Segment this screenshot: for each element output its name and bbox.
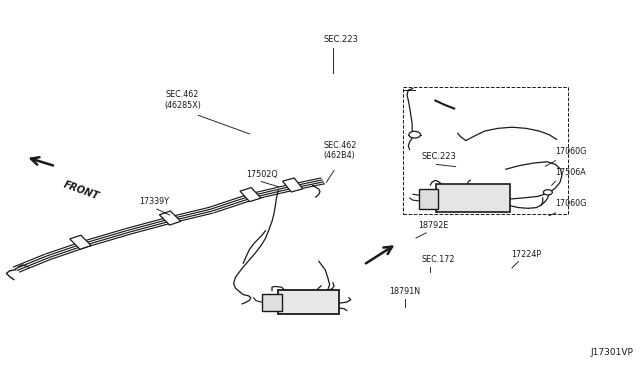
- Bar: [159, 211, 180, 225]
- Bar: [240, 187, 261, 202]
- Text: J17301VP: J17301VP: [591, 348, 634, 357]
- Text: SEC.462
(46285X): SEC.462 (46285X): [164, 90, 201, 110]
- Circle shape: [409, 131, 420, 138]
- Text: 17224P: 17224P: [511, 250, 541, 259]
- Bar: [278, 290, 339, 314]
- Text: 17506A: 17506A: [556, 168, 586, 177]
- Bar: [262, 294, 282, 311]
- Text: 18791N: 18791N: [390, 287, 420, 296]
- Bar: [436, 184, 510, 212]
- Bar: [70, 235, 91, 249]
- Circle shape: [543, 190, 552, 195]
- Text: SEC.223: SEC.223: [323, 35, 358, 44]
- Text: SEC.462
(462B4): SEC.462 (462B4): [324, 141, 357, 160]
- Text: 17060G: 17060G: [556, 147, 587, 156]
- Bar: [282, 178, 303, 192]
- Text: 17060G: 17060G: [556, 199, 587, 208]
- Text: 18792E: 18792E: [418, 221, 448, 230]
- Bar: [419, 189, 438, 209]
- Text: 17502Q: 17502Q: [246, 170, 278, 179]
- Text: FRONT: FRONT: [62, 180, 100, 202]
- Text: SEC.223: SEC.223: [421, 152, 456, 161]
- Bar: [403, 87, 568, 214]
- Text: 17339Y: 17339Y: [140, 198, 170, 206]
- Text: SEC.172: SEC.172: [421, 255, 454, 264]
